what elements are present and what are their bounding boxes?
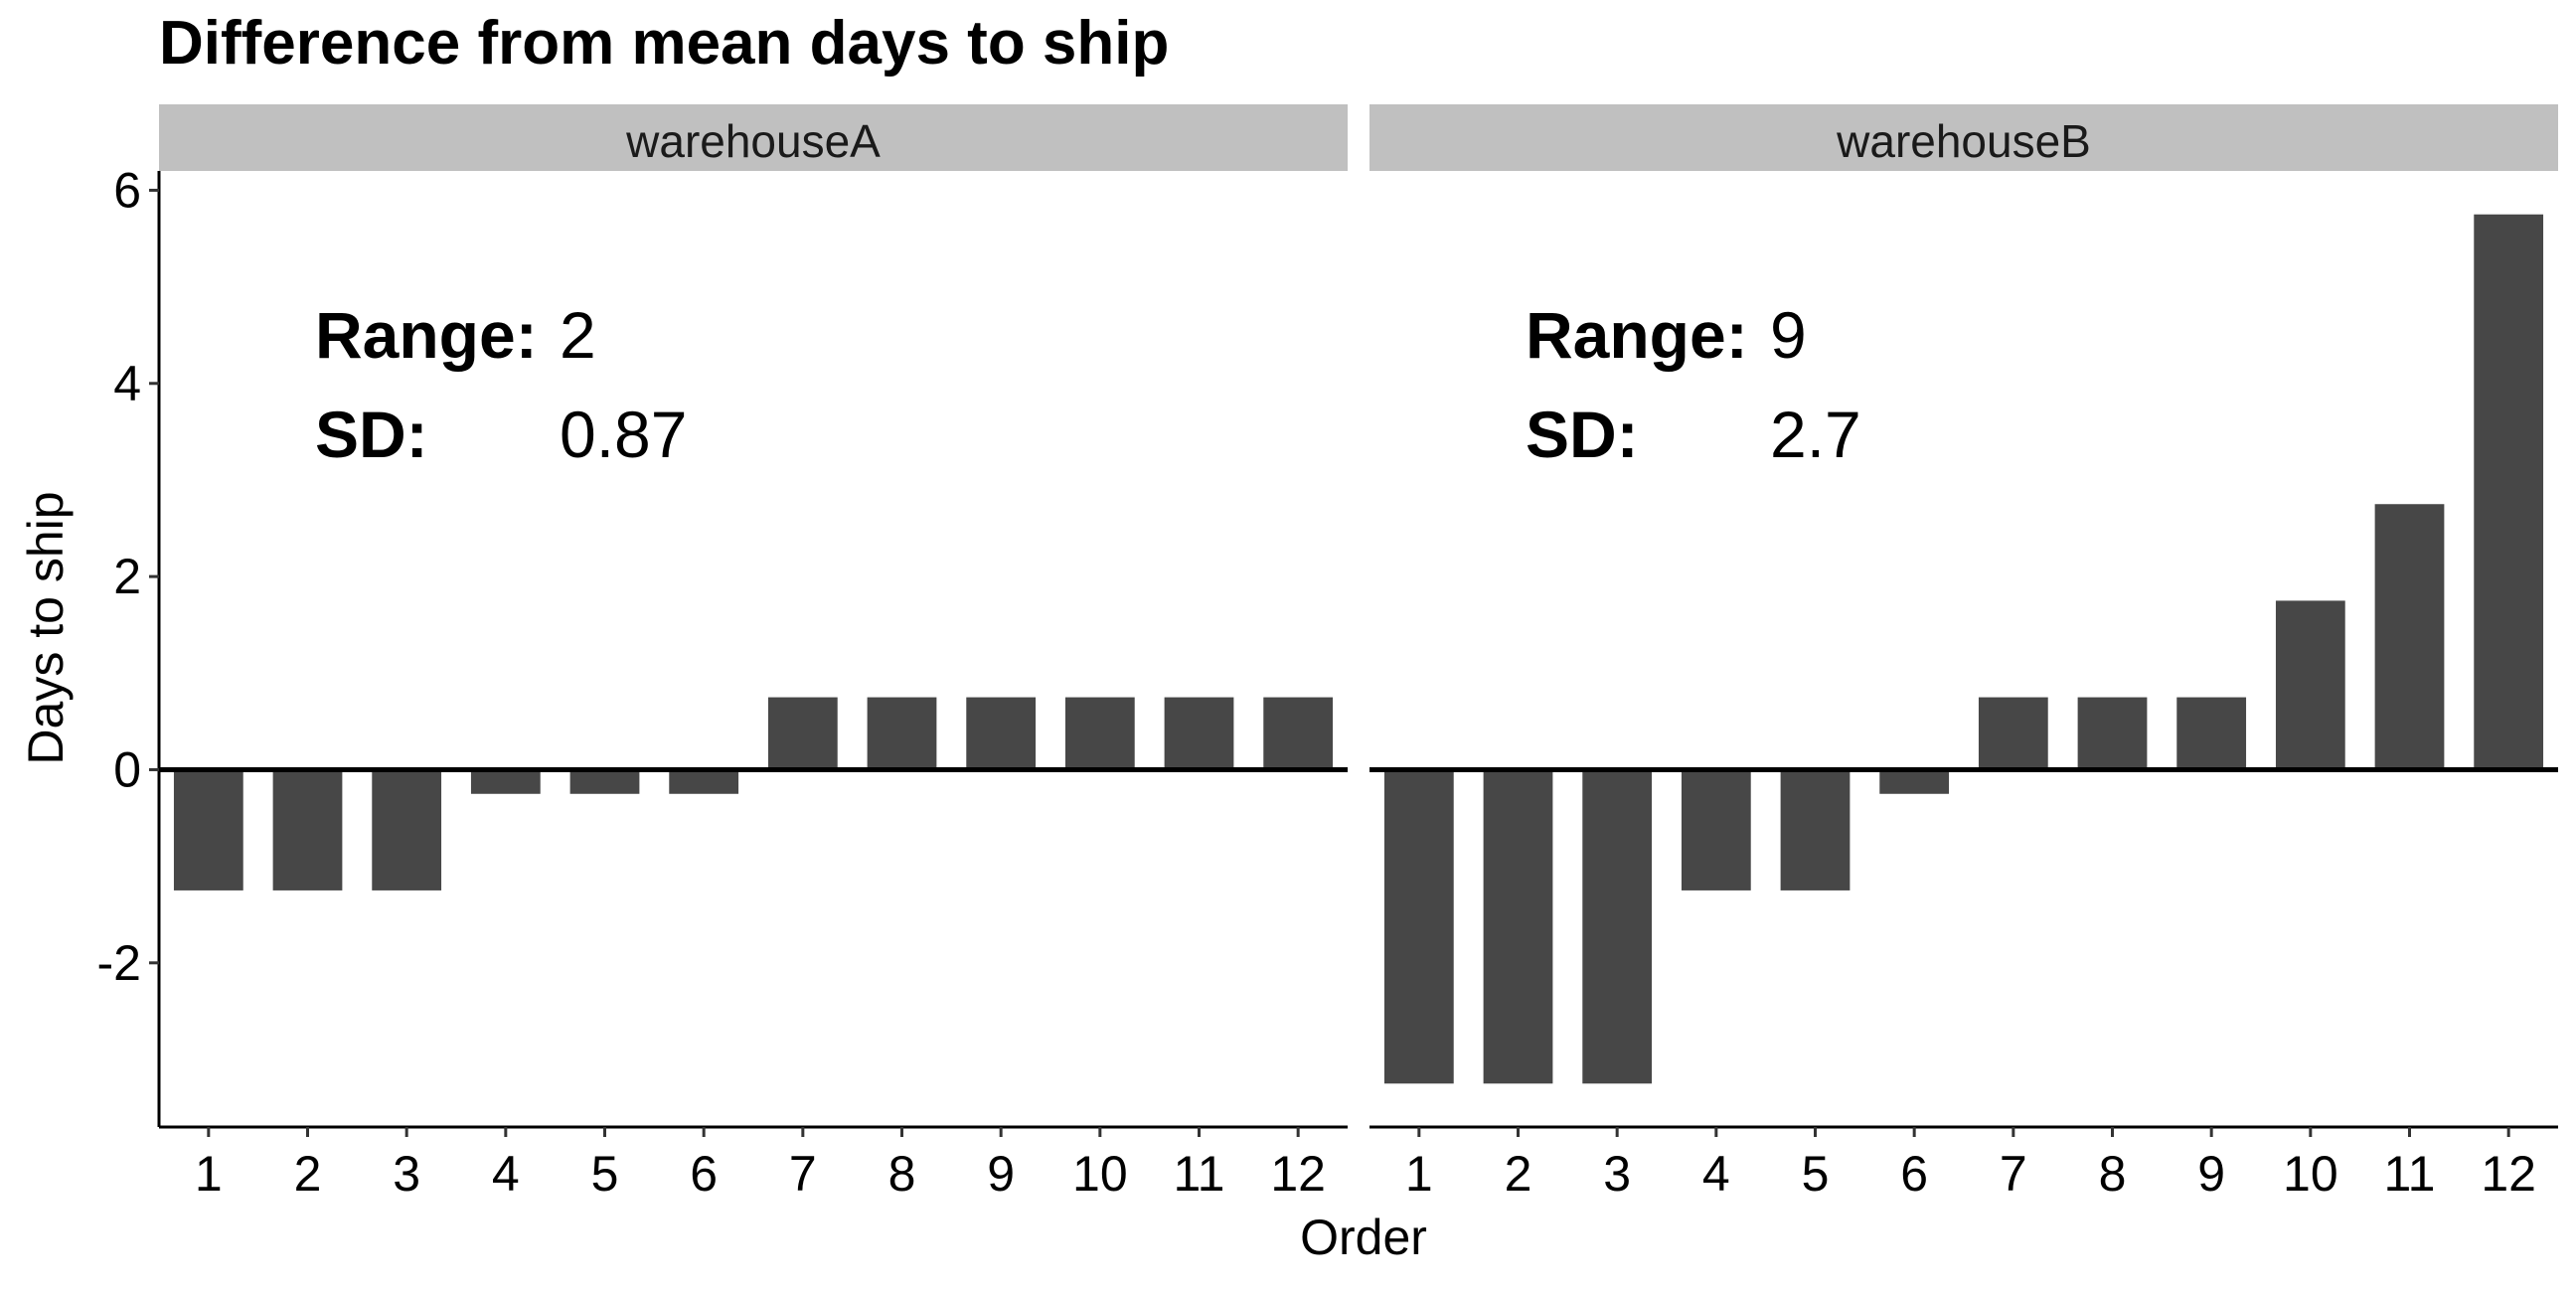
x-tick-label: 5 — [1802, 1146, 1830, 1202]
y-tick-label: 4 — [113, 356, 141, 411]
x-tick-label: 12 — [2481, 1146, 2536, 1202]
x-tick-label: 2 — [294, 1146, 322, 1202]
bar — [569, 769, 640, 794]
bar — [767, 697, 838, 770]
range-annotation-value: 2 — [560, 298, 596, 372]
bar — [2176, 697, 2247, 770]
range-annotation-label: Range: — [315, 298, 538, 372]
x-tick-label: 4 — [1702, 1146, 1730, 1202]
x-tick-label: 8 — [2099, 1146, 2127, 1202]
bar — [1263, 697, 1334, 770]
facet-strip — [159, 104, 1348, 171]
range-annotation-value: 9 — [1770, 298, 1807, 372]
bar — [2077, 697, 2148, 770]
bar — [669, 769, 739, 794]
x-tick-label: 11 — [2384, 1146, 2436, 1202]
y-axis-title: Days to ship — [18, 491, 74, 764]
range-annotation-label: Range: — [1526, 298, 1748, 372]
bar — [1681, 769, 1751, 890]
bar — [470, 769, 541, 794]
x-tick-label: 6 — [1900, 1146, 1928, 1202]
facet-strip-label: warehouseA — [625, 115, 881, 167]
facet-strip-label: warehouseB — [1836, 115, 2091, 167]
x-tick-label: 5 — [591, 1146, 619, 1202]
x-tick-label: 1 — [195, 1146, 223, 1202]
bar — [1978, 697, 2048, 770]
x-tick-label: 4 — [492, 1146, 520, 1202]
bar — [1164, 697, 1234, 770]
bar — [1064, 697, 1135, 770]
x-tick-label: 9 — [987, 1146, 1015, 1202]
facet-strip — [1369, 104, 2558, 171]
x-tick-label: 7 — [2000, 1146, 2027, 1202]
x-tick-label: 9 — [2197, 1146, 2225, 1202]
x-tick-label: 7 — [789, 1146, 817, 1202]
bar — [1780, 769, 1851, 890]
chart-title: Difference from mean days to ship — [159, 9, 1169, 78]
y-tick-label: 6 — [113, 162, 141, 218]
y-tick-label: 0 — [113, 741, 141, 797]
x-tick-label: 3 — [1603, 1146, 1631, 1202]
bar — [372, 769, 442, 890]
bar — [2474, 214, 2544, 770]
x-tick-label: 1 — [1405, 1146, 1433, 1202]
bar — [1582, 769, 1653, 1084]
x-tick-label: 12 — [1270, 1146, 1326, 1202]
bar — [966, 697, 1037, 770]
x-tick-label: 10 — [2283, 1146, 2338, 1202]
y-tick-label: -2 — [97, 935, 141, 991]
sd-annotation-label: SD: — [315, 398, 428, 471]
x-tick-label: 2 — [1505, 1146, 1532, 1202]
bar — [867, 697, 937, 770]
bar — [2374, 504, 2445, 770]
x-tick-label: 10 — [1072, 1146, 1128, 1202]
sd-annotation-value: 2.7 — [1770, 398, 1861, 471]
y-tick-label: 2 — [113, 549, 141, 604]
bar — [2275, 600, 2345, 770]
x-axis-title: Order — [1300, 1210, 1427, 1265]
bar — [1879, 769, 1950, 794]
bar — [272, 769, 343, 890]
bar — [1483, 769, 1553, 1084]
x-tick-label: 11 — [1174, 1146, 1225, 1202]
sd-annotation-value: 0.87 — [560, 398, 687, 471]
x-tick-label: 8 — [888, 1146, 916, 1202]
bar — [1383, 769, 1454, 1084]
sd-annotation-label: SD: — [1526, 398, 1639, 471]
x-tick-label: 6 — [690, 1146, 718, 1202]
bar — [173, 769, 243, 890]
x-tick-label: 3 — [393, 1146, 420, 1202]
